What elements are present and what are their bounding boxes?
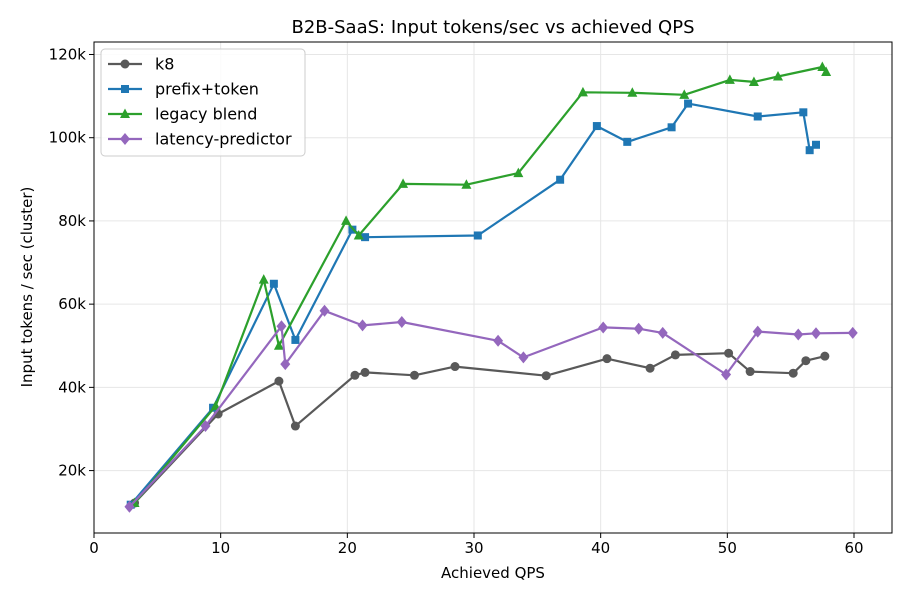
- y-tick-label: 20k: [58, 462, 86, 480]
- prefix-token-point: [799, 108, 808, 117]
- legacy-blend-point: [273, 340, 284, 350]
- latency-predictor-point: [793, 328, 804, 341]
- prefix-token-point: [361, 233, 370, 242]
- legacy-blend-point: [817, 61, 828, 71]
- latency-predictor-point: [721, 368, 732, 381]
- k8-point: [801, 356, 811, 366]
- x-tick-label: 10: [211, 539, 230, 557]
- k8-point: [745, 367, 755, 377]
- plot-frame: [93, 41, 893, 534]
- k8-point: [274, 376, 284, 386]
- k8-point: [645, 363, 655, 373]
- prefix-token-point: [753, 112, 762, 121]
- legacy-blend-point: [748, 76, 759, 86]
- k8-point: [820, 351, 830, 361]
- latency-predictor-point: [124, 500, 135, 513]
- x-tick-label: 40: [591, 539, 610, 557]
- latency-predictor-point: [319, 304, 330, 317]
- legend-label: legacy blend: [155, 105, 257, 124]
- k8-point: [409, 370, 419, 380]
- y-tick-label: 100k: [49, 129, 87, 147]
- latency-predictor-point: [493, 334, 504, 347]
- prefix-token-line: [129, 102, 817, 506]
- k8-point: [602, 354, 612, 364]
- legend-marker: [120, 59, 130, 69]
- legacy-blend-point: [821, 66, 832, 76]
- prefix-token-point: [667, 123, 676, 132]
- k8-point: [724, 348, 734, 358]
- k8-point: [450, 362, 460, 372]
- ticks: 0 10 20 30 40 50 60 20k 40k 60k 80k 100k 120k: [49, 45, 864, 557]
- legend-marker: [121, 85, 129, 93]
- latency-predictor-point: [357, 319, 368, 332]
- prefix-token-point: [623, 137, 632, 146]
- x-tick-label: 30: [464, 539, 483, 557]
- prefix-token-point: [805, 146, 814, 155]
- legacy-blend-point: [258, 274, 269, 284]
- latency-predictor-point: [518, 351, 529, 364]
- latency-predictor-point: [396, 316, 407, 329]
- x-axis-label: Achieved QPS: [441, 564, 545, 582]
- legacy-blend-point: [461, 179, 472, 189]
- y-tick-label: 40k: [58, 378, 86, 396]
- legend-box: [100, 48, 306, 157]
- legend-item-latency-predictor: latency-predictor: [108, 130, 292, 149]
- x-tick-label: 0: [89, 539, 99, 557]
- y-tick-label: 80k: [58, 212, 86, 230]
- prefix-token-point: [269, 279, 278, 288]
- legacy-blend-point: [679, 89, 690, 99]
- latency-predictor-point: [280, 358, 291, 371]
- prefix-token-point: [291, 335, 300, 344]
- prefix-token-point: [684, 99, 693, 108]
- legend-item-prefix-token: prefix+token: [108, 80, 259, 99]
- legend-item-legacy-blend: legacy blend: [108, 105, 257, 124]
- series-legacy-blend: [129, 61, 832, 508]
- latency-predictor-point: [847, 326, 858, 339]
- k8-point: [541, 371, 551, 381]
- legend-item-k8: k8: [108, 55, 174, 74]
- y-tick-label: 120k: [49, 45, 87, 63]
- series-layer: [124, 61, 858, 513]
- legacy-blend-point: [398, 178, 409, 188]
- prefix-token-point: [556, 175, 565, 184]
- chart-title: B2B-SaaS: Input tokens/sec vs achieved Q…: [291, 17, 694, 38]
- latency-predictor-point: [752, 325, 763, 338]
- legacy-blend-point: [577, 86, 588, 97]
- legend-marker: [120, 108, 130, 118]
- k8-point: [788, 368, 798, 378]
- k8-point: [290, 421, 300, 431]
- y-tick-label: 60k: [58, 295, 86, 313]
- legacy-blend-point: [773, 71, 783, 81]
- legend-label: k8: [155, 55, 174, 74]
- prefix-token-point: [592, 122, 601, 131]
- legacy-blend-point: [353, 229, 364, 240]
- x-tick-label: 50: [718, 539, 737, 557]
- prefix-token-point: [473, 231, 482, 240]
- k8-point: [360, 367, 370, 377]
- k8-point: [670, 350, 680, 360]
- legend-marker: [120, 133, 130, 145]
- y-axis-label: Input tokens / sec (cluster): [18, 187, 36, 388]
- legacy-blend-point: [210, 400, 221, 411]
- latency-predictor-point: [598, 321, 609, 334]
- legend: k8 prefix+token legacy blend latency-predic…: [100, 48, 306, 157]
- series-latency-predictor: [124, 304, 858, 513]
- legend-label: latency-predictor: [155, 130, 292, 149]
- grid: [93, 42, 892, 533]
- legend-label: prefix+token: [155, 80, 259, 99]
- legacy-blend-point: [627, 87, 638, 97]
- x-tick-label: 20: [338, 539, 357, 557]
- x-tick-label: 60: [844, 539, 863, 557]
- latency-predictor-point: [811, 327, 821, 340]
- k8-point: [350, 370, 360, 380]
- latency-predictor-point: [633, 322, 644, 335]
- prefix-token-point: [812, 140, 820, 149]
- legacy-blend-point: [513, 167, 524, 178]
- latency-predictor-point: [276, 320, 287, 333]
- latency-predictor-point: [200, 420, 211, 433]
- latency-predictor-point: [657, 326, 668, 339]
- legacy-blend-point: [724, 74, 735, 84]
- legacy-blend-point: [341, 215, 352, 225]
